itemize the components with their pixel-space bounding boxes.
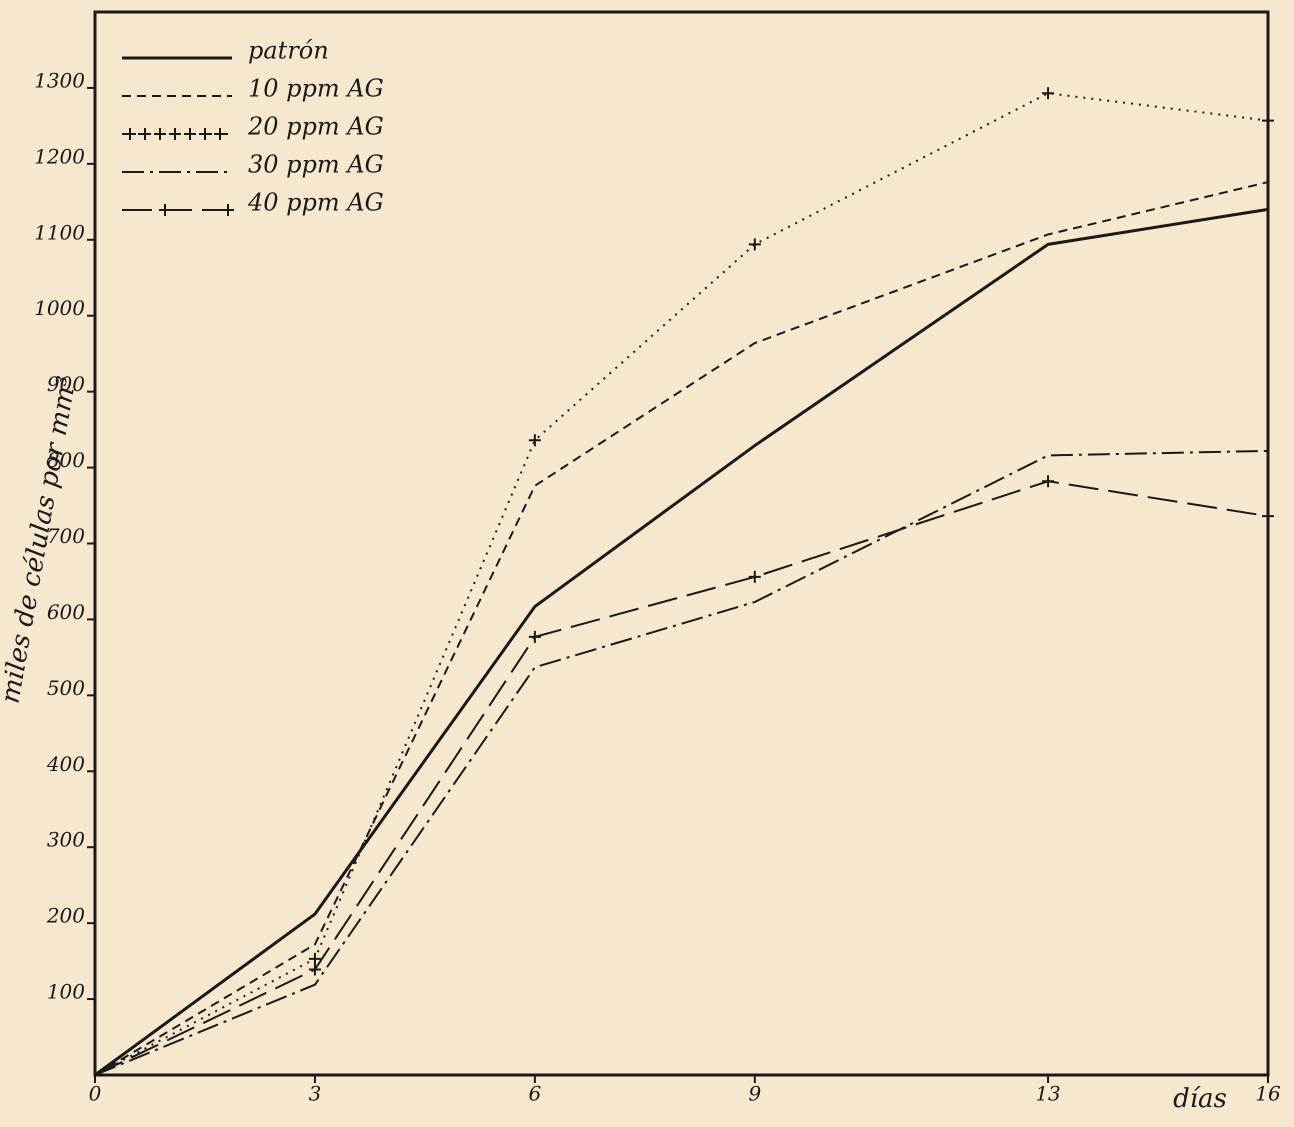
- x-tick-label: 0: [89, 1082, 102, 1106]
- y-tick-label: 500: [47, 676, 85, 700]
- x-axis-label: días: [1173, 1084, 1227, 1114]
- x-tick-label: 16: [1255, 1082, 1281, 1106]
- y-tick-label: 1300: [34, 68, 85, 92]
- chart: días miles de células por mm³ 1002003004…: [0, 0, 1294, 1127]
- y-tick-label: 900: [47, 372, 85, 396]
- x-tick-label: 9: [748, 1082, 761, 1106]
- y-tick-label: 1200: [34, 144, 85, 168]
- legend-label: 10 ppm AG: [248, 75, 384, 103]
- x-tick-label: 3: [309, 1082, 322, 1106]
- x-tick-label: 13: [1035, 1082, 1060, 1106]
- y-tick-label: 200: [46, 904, 85, 928]
- y-tick-label: 400: [46, 752, 85, 776]
- legend-label: 20 ppm AG: [247, 113, 384, 141]
- legend-label: 30 ppm AG: [248, 151, 384, 179]
- legend-label: patrón: [248, 37, 329, 65]
- y-tick-label: 300: [47, 828, 85, 852]
- y-tick-label: 100: [47, 980, 85, 1004]
- y-tick-label: 1100: [34, 220, 85, 244]
- x-tick-label: 6: [529, 1082, 542, 1106]
- legend-label: 40 ppm AG: [247, 189, 384, 217]
- paper: [0, 0, 1294, 1127]
- y-tick-label: 600: [47, 600, 85, 624]
- y-tick-label: 1000: [34, 296, 85, 320]
- y-tick-label: 700: [47, 524, 85, 548]
- y-tick-label: 800: [47, 448, 85, 472]
